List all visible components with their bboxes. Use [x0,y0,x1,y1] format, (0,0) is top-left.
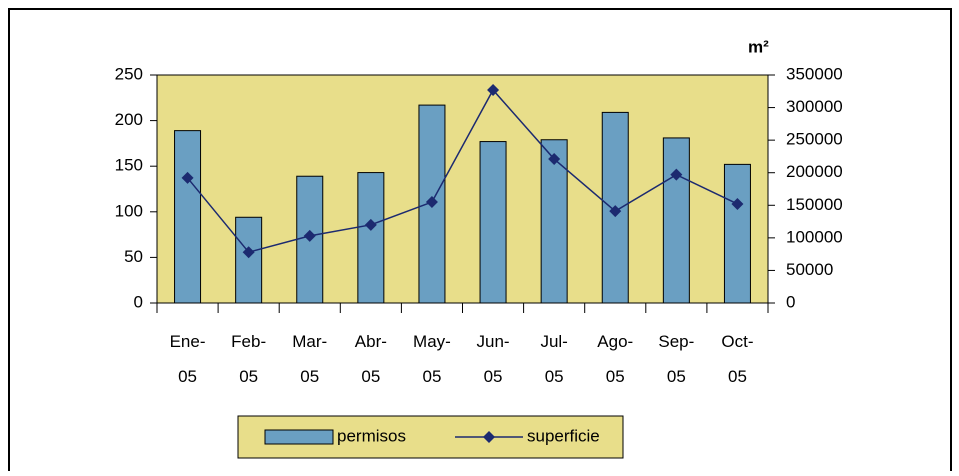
x-tick-label: Oct-05 [721,332,753,386]
bar [540,139,568,304]
marker [670,168,683,181]
y2-tick-label: 350000 [786,64,843,83]
bar [357,172,385,304]
x-tick-label: May-05 [413,332,451,386]
bar [174,130,202,304]
marker [425,196,438,209]
bar [235,216,263,304]
marker [731,197,744,210]
x-tick-label: Ago-05 [597,332,633,386]
y2-tick-label: 250000 [786,130,843,149]
marker [487,83,500,96]
marker [609,205,622,218]
x-tick-label: Sep-05 [658,332,694,386]
line [186,88,738,254]
legend-label: superficie [527,426,600,445]
legend-label: permisos [337,426,406,445]
x-tick-label: Mar-05 [292,332,327,386]
y2-tick-label: 50000 [786,260,833,279]
y-tick-label: 50 [124,247,143,266]
y2-tick-label: 150000 [786,195,843,214]
y-tick-label: 250 [115,64,143,83]
marker [364,218,377,231]
legend-swatch [483,431,495,443]
y2-tick-label: 200000 [786,162,843,181]
bar [662,137,690,304]
x-tick-label: Jun-05 [477,332,510,386]
x-tick-label: Jul-05 [540,332,567,386]
y2-axis-label: m² [748,37,769,56]
y2-tick-label: 100000 [786,227,843,246]
bar [479,141,507,304]
marker [181,171,194,184]
y2-tick-label: 0 [786,292,795,311]
marker [303,229,316,242]
y2-tick-label: 300000 [786,97,843,116]
y-tick-label: 0 [134,292,143,311]
y-tick-label: 200 [115,110,143,129]
x-tick-label: Abr-05 [355,332,387,386]
x-tick-label: Feb-05 [231,332,266,386]
marker [548,153,561,166]
marker [242,246,255,259]
bar [723,163,751,304]
legend-swatch [264,429,334,445]
y-tick-label: 100 [115,201,143,220]
x-tick-label: Ene-05 [170,332,206,386]
y-tick-label: 150 [115,156,143,175]
